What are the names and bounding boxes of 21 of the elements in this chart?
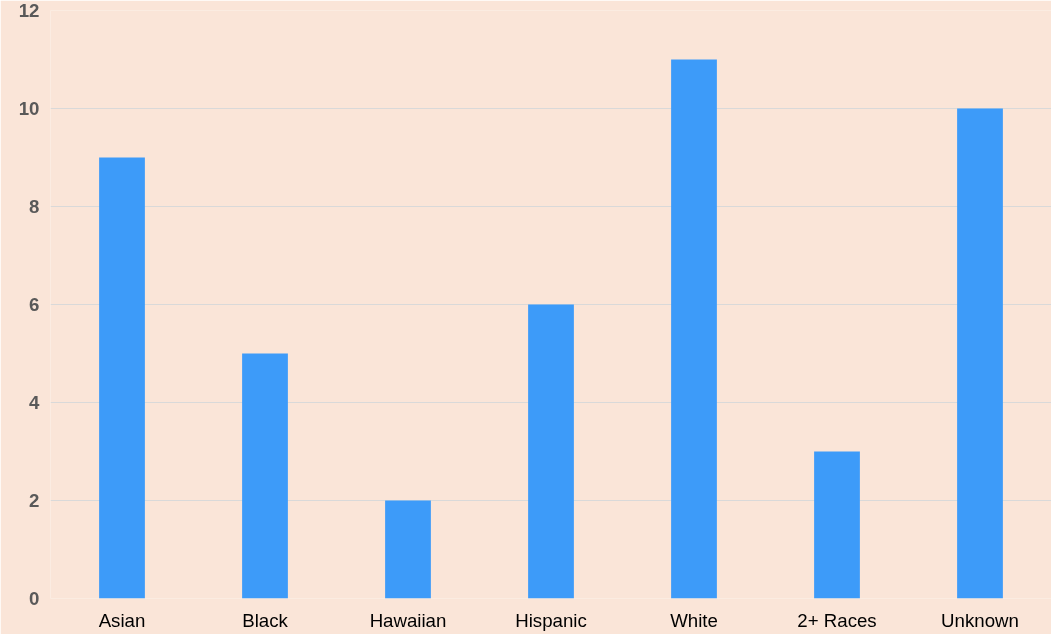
bar [957,108,1003,599]
bar [814,451,860,599]
x-tick-label: Hawaiian [369,609,447,631]
y-tick-label: 12 [18,0,40,21]
y-tick-label: 10 [18,98,40,119]
y-tick-label: 2 [29,490,40,511]
bar [671,59,717,599]
x-tick-label: Black [242,609,289,631]
bar [242,353,288,599]
y-tick-label: 0 [29,588,40,609]
x-tick-label: Asian [98,609,146,631]
x-tick-label: 2+ Races [797,609,877,631]
bar [385,500,431,599]
bar [528,304,574,599]
x-tick-label: Hispanic [515,609,587,631]
y-tick-label: 8 [29,196,40,217]
y-tick-label: 6 [29,294,40,315]
bar [99,157,145,599]
x-tick-label: Unknown [941,609,1019,631]
y-tick-label: 4 [29,392,41,413]
x-tick-label: White [670,609,718,631]
